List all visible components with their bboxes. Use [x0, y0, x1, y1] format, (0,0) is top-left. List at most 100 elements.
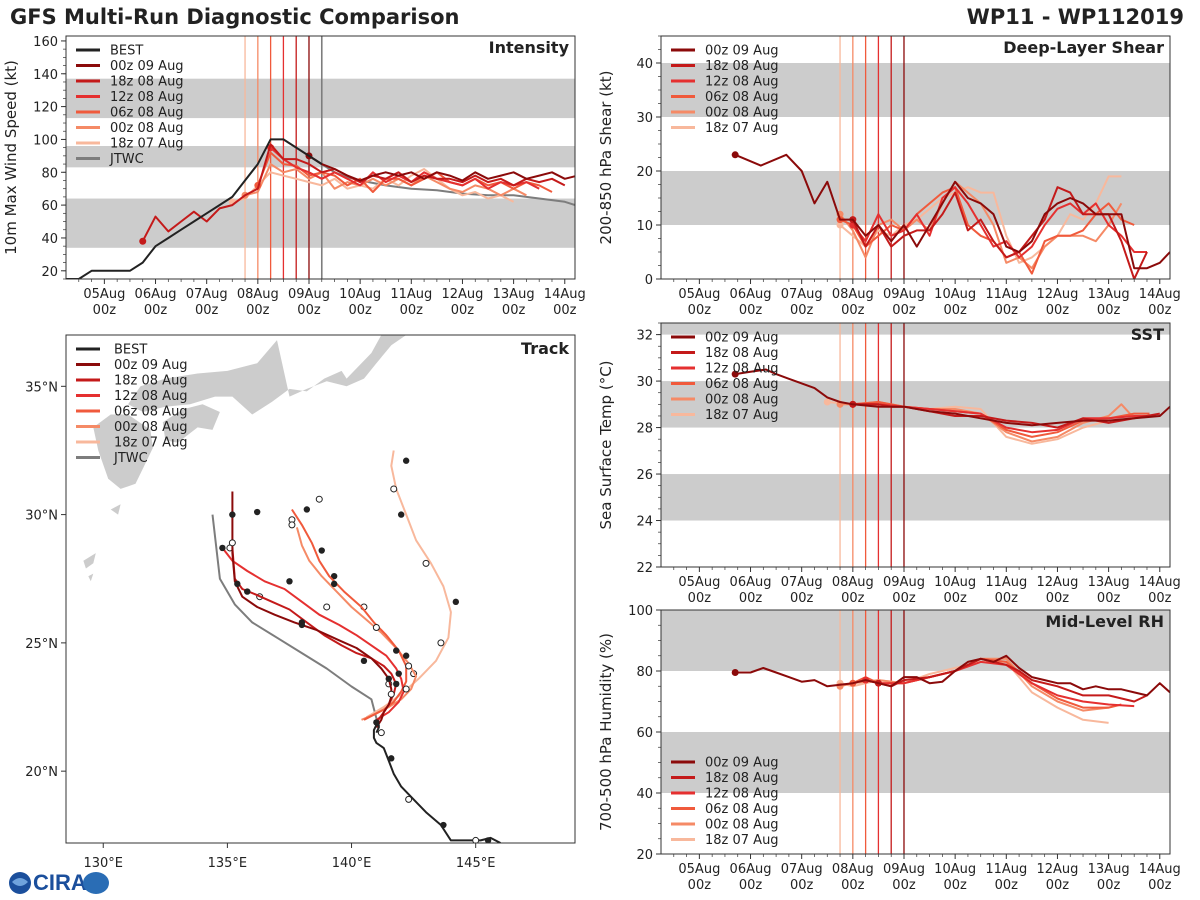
track-point-filled	[402, 652, 410, 659]
x-tick-label: 06Aug	[135, 287, 177, 302]
legend-label: 18z 08 Aug	[114, 374, 188, 389]
x-tick-label: 00z	[1046, 591, 1070, 606]
x-tick-label: 09Aug	[883, 862, 925, 877]
y-tick-label: 120	[33, 101, 58, 116]
legend-label: 00z 08 Aug	[110, 121, 184, 136]
panel-sst: 22242628303205Aug00z06Aug00z07Aug00z08Au…	[597, 322, 1181, 606]
y-tick-label: 60	[41, 199, 58, 214]
x-tick-label: 14Aug	[1139, 575, 1181, 590]
series-start-point	[731, 151, 739, 159]
panel-title: Intensity	[489, 38, 570, 57]
x-tick-label: 00z	[348, 303, 372, 318]
y-tick-label: 28	[636, 422, 653, 437]
x-tick-label: 05Aug	[678, 287, 720, 302]
x-tick-label: 00z	[1148, 591, 1172, 606]
track-point-open	[405, 795, 413, 803]
x-tick-label: 00z	[739, 591, 763, 606]
y-axis-label: 10m Max Wind Speed (kt)	[2, 60, 20, 255]
x-tick-label: 00z	[943, 303, 967, 318]
track-point-open	[422, 559, 430, 567]
track-point-open	[372, 623, 380, 631]
x-tick-label: 00z	[195, 303, 219, 318]
series-line	[269, 146, 540, 190]
legend-label: 12z 08 Aug	[705, 75, 779, 90]
x-tick-label: 00z	[1097, 303, 1121, 318]
track-point-filled	[318, 547, 325, 554]
x-tick-label: 09Aug	[883, 287, 925, 302]
x-tick-label: 08Aug	[237, 287, 279, 302]
track-point-filled	[303, 506, 311, 513]
y-tick-label: 26	[636, 468, 653, 483]
panel-title: SST	[1131, 325, 1164, 344]
x-tick-label: 00z	[739, 303, 763, 318]
legend-label: 00z 09 Aug	[705, 44, 779, 59]
y-tick-label: 80	[41, 166, 58, 181]
legend-label: 12z 08 Aug	[110, 90, 184, 105]
shaded-band	[66, 198, 575, 248]
y-tick-label: 100	[33, 133, 58, 148]
series-line	[839, 660, 1109, 724]
x-tick-label: 12Aug	[441, 287, 483, 302]
track-point-filled	[253, 508, 261, 516]
x-tick-label: 00z	[451, 303, 475, 318]
panel-title: Mid-Level RH	[1045, 612, 1164, 631]
track-point-filled	[440, 821, 447, 829]
track-point-open	[390, 485, 398, 493]
x-tick-label: 07Aug	[781, 575, 823, 590]
plot-frame	[65, 334, 576, 844]
legend-label: 06z 08 Aug	[705, 377, 779, 392]
shaded-band	[661, 323, 1170, 335]
x-tick-label: 00z	[1148, 303, 1172, 318]
map-area	[83, 335, 501, 843]
track-point-open	[405, 662, 413, 670]
y-tick-label: 40	[41, 232, 58, 247]
series-start-point	[731, 370, 739, 378]
x-tick-label: 00z	[995, 591, 1019, 606]
shaded-band	[661, 474, 1170, 521]
track-point-filled	[388, 755, 395, 762]
legend-label: 00z 08 Aug	[705, 106, 779, 121]
legend-label: 18z 08 Aug	[705, 771, 779, 786]
x-tick-label: 00z	[144, 303, 168, 318]
panel-track: 130°E 135°E 140°E 145°E 20°N 25°N 30°N 35°N Trac…	[25, 334, 576, 871]
legend-label: BEST	[114, 343, 147, 358]
storm-id: WP11 - WP112019	[966, 5, 1184, 29]
series-line	[232, 168, 515, 203]
track-line	[295, 527, 418, 721]
legend-label: 18z 08 Aug	[705, 59, 779, 74]
panel-shear: 01020304005Aug00z06Aug00z07Aug00z08Aug00…	[597, 35, 1181, 318]
y-tick-label: 22	[636, 561, 653, 576]
x-tick-label: 10Aug	[934, 287, 976, 302]
track-point-open	[402, 685, 410, 693]
y-tick-label: 35°N	[25, 380, 58, 395]
x-tick-label: 09Aug	[288, 287, 330, 302]
track-point-open	[288, 521, 296, 529]
land-yakushima	[110, 504, 121, 515]
track-point-open	[437, 639, 445, 647]
track-line	[291, 508, 408, 721]
x-tick-label: 00z	[553, 303, 577, 318]
series-line	[839, 175, 1122, 264]
x-tick-label: 13Aug	[493, 287, 535, 302]
legend-label: 06z 08 Aug	[705, 90, 779, 105]
shaded-band	[661, 610, 1170, 671]
x-tick-label: 13Aug	[1088, 575, 1130, 590]
cira-logo: CIRA	[9, 870, 109, 895]
series-line	[852, 186, 1147, 259]
logo-emblem-icon	[83, 872, 109, 894]
legend-label: 18z 07 Aug	[705, 833, 779, 848]
series-group	[731, 654, 1170, 724]
panel-rh: 2040608010005Aug00z06Aug00z07Aug00z08Aug…	[597, 604, 1181, 893]
series-group	[66, 138, 575, 279]
track-point-filled	[484, 837, 492, 843]
series-start-point	[731, 669, 739, 677]
track-point-filled	[395, 670, 402, 677]
legend-label: 06z 08 Aug	[110, 106, 184, 121]
logo-text: CIRA	[33, 870, 87, 895]
y-tick-label: 160	[33, 35, 58, 50]
x-tick-label: 00z	[995, 303, 1019, 318]
x-tick-label: 08Aug	[832, 287, 874, 302]
x-tick-label: 00z	[790, 878, 814, 893]
legend-label: 00z 09 Aug	[114, 358, 188, 373]
